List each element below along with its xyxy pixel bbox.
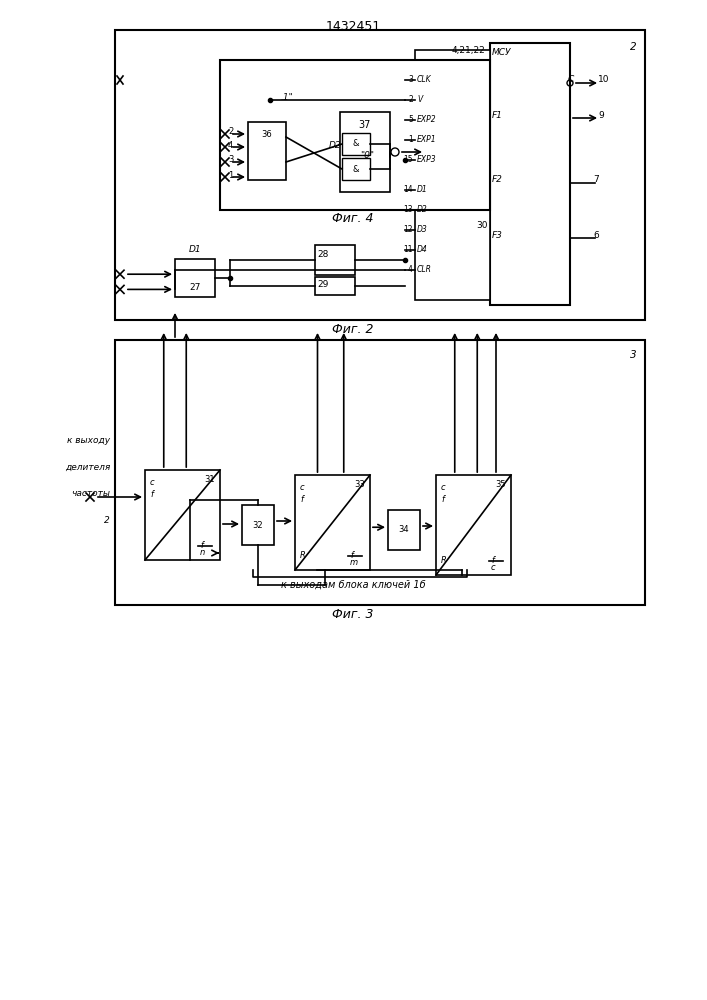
- Text: 2: 2: [104, 516, 110, 525]
- Text: 4,21,22: 4,21,22: [451, 46, 485, 55]
- Text: 28: 28: [317, 250, 328, 259]
- Bar: [295, 475, 370, 570]
- Text: 3: 3: [408, 76, 413, 85]
- Text: 32: 32: [252, 520, 263, 530]
- Text: F2: F2: [492, 176, 503, 184]
- Text: c: c: [150, 478, 155, 487]
- Text: F3: F3: [492, 231, 503, 239]
- Text: 6: 6: [593, 231, 599, 239]
- Bar: [342, 133, 370, 155]
- Text: R: R: [441, 556, 447, 565]
- Text: C: C: [568, 76, 574, 85]
- Text: 2: 2: [228, 127, 233, 136]
- Text: 1: 1: [408, 135, 413, 144]
- Text: 33: 33: [354, 480, 365, 489]
- Text: 34: 34: [399, 526, 409, 534]
- Text: частоты: частоты: [71, 489, 110, 498]
- Text: V: V: [417, 96, 422, 104]
- Text: 5: 5: [408, 115, 413, 124]
- Text: D1: D1: [417, 186, 428, 194]
- Text: &: &: [353, 139, 359, 148]
- Text: 10: 10: [598, 76, 609, 85]
- Text: Фиг. 3: Фиг. 3: [332, 608, 374, 621]
- Text: 27: 27: [189, 283, 201, 292]
- Text: D2: D2: [417, 206, 428, 215]
- Text: c: c: [300, 483, 305, 492]
- Text: 4: 4: [408, 265, 413, 274]
- Text: EXP2: EXP2: [417, 115, 437, 124]
- Text: 2: 2: [631, 42, 637, 52]
- Text: 37: 37: [359, 120, 371, 130]
- Bar: [220, 60, 490, 210]
- Text: 1: 1: [228, 170, 233, 180]
- Text: c: c: [441, 483, 445, 492]
- Bar: [315, 245, 355, 275]
- Text: 3: 3: [228, 155, 233, 164]
- Text: 7: 7: [593, 176, 599, 184]
- Bar: [315, 277, 355, 295]
- Bar: [340, 112, 390, 192]
- Text: R: R: [300, 551, 306, 560]
- Text: 9: 9: [598, 110, 604, 119]
- Text: D2: D2: [329, 140, 341, 149]
- Text: к выходам блока ключей 1б: к выходам блока ключей 1б: [281, 580, 426, 590]
- Text: 1432451: 1432451: [325, 20, 380, 33]
- Bar: [175, 259, 215, 297]
- Bar: [415, 50, 490, 300]
- Text: f: f: [150, 490, 153, 499]
- Text: n: n: [200, 548, 205, 557]
- Text: 11: 11: [404, 245, 413, 254]
- Bar: [342, 158, 370, 180]
- Bar: [242, 505, 274, 545]
- Text: 36: 36: [262, 130, 272, 139]
- Bar: [490, 43, 570, 305]
- Text: &: &: [353, 164, 359, 174]
- Text: 3: 3: [631, 350, 637, 360]
- Text: "0": "0": [360, 150, 374, 159]
- Text: f: f: [441, 495, 444, 504]
- Text: f: f: [491, 556, 494, 565]
- Text: 15: 15: [404, 155, 413, 164]
- Text: Фиг. 4: Фиг. 4: [332, 212, 374, 225]
- Text: CLK: CLK: [417, 76, 432, 85]
- Text: f: f: [350, 551, 353, 560]
- Text: D1: D1: [189, 245, 201, 254]
- Text: Фиг. 2: Фиг. 2: [332, 323, 374, 336]
- Text: EXP3: EXP3: [417, 155, 437, 164]
- Text: f: f: [300, 495, 303, 504]
- Text: 12: 12: [404, 226, 413, 234]
- Text: c: c: [491, 563, 496, 572]
- Text: 2: 2: [408, 96, 413, 104]
- Text: 31: 31: [204, 475, 215, 484]
- Bar: [388, 510, 420, 550]
- Text: 29: 29: [317, 280, 328, 289]
- Text: .1": .1": [280, 93, 293, 102]
- Text: 4: 4: [228, 140, 233, 149]
- Bar: [145, 470, 220, 560]
- Text: D3: D3: [417, 226, 428, 234]
- Text: CLR: CLR: [417, 265, 432, 274]
- Bar: [248, 122, 286, 180]
- Text: делителя: делителя: [65, 463, 110, 472]
- Bar: [115, 340, 645, 605]
- Text: 35: 35: [496, 480, 506, 489]
- Text: m: m: [350, 558, 358, 567]
- Text: к выходу: к выходу: [67, 436, 110, 445]
- Text: 14: 14: [404, 186, 413, 194]
- Text: 13: 13: [404, 206, 413, 215]
- Text: F1: F1: [492, 110, 503, 119]
- Text: 30: 30: [477, 221, 488, 230]
- Text: EXP1: EXP1: [417, 135, 437, 144]
- Text: f: f: [200, 541, 203, 550]
- Text: D4: D4: [417, 245, 428, 254]
- Bar: [436, 475, 511, 575]
- Bar: [115, 30, 645, 320]
- Text: МСУ: МСУ: [492, 48, 511, 57]
